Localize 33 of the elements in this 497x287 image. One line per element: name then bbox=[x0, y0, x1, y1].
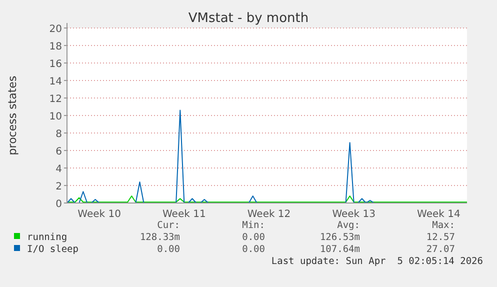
text: 12.57 bbox=[426, 232, 455, 243]
y-axis-title: process states bbox=[6, 76, 19, 156]
legend-label: I/O sleep bbox=[27, 244, 79, 255]
text: 126.53m bbox=[320, 232, 360, 243]
x-tick-label: Week 10 bbox=[78, 209, 121, 220]
y-tick-label: 20 bbox=[49, 24, 62, 35]
text: 0.00 bbox=[242, 244, 266, 255]
y-tick-label: 6 bbox=[56, 146, 62, 158]
y-tick-label: 10 bbox=[49, 112, 62, 122]
text: 107.64m bbox=[320, 244, 360, 255]
x-tick-label: Week 12 bbox=[247, 209, 291, 220]
text: Min: bbox=[242, 220, 265, 231]
y-tick-label: 4 bbox=[56, 164, 62, 175]
text: Cur: bbox=[157, 220, 180, 231]
text: Last update: Sun Apr 5 02:05:14 2026 bbox=[271, 256, 484, 267]
text: 0.00 bbox=[157, 244, 180, 255]
y-tick-label: 12 bbox=[49, 94, 62, 105]
y-tick-label: 8 bbox=[56, 129, 62, 140]
y-tick-label: 14 bbox=[49, 76, 62, 88]
text: 27.07 bbox=[426, 244, 455, 255]
text: Avg: bbox=[337, 220, 360, 231]
legend-label: running bbox=[27, 232, 68, 243]
x-tick-label: Week 14 bbox=[417, 209, 460, 220]
chart-title: VMstat - by month bbox=[188, 11, 309, 26]
x-tick-label: Week 11 bbox=[162, 209, 206, 220]
text: Max: bbox=[432, 220, 455, 231]
y-tick-label: 2 bbox=[56, 182, 62, 192]
text: 0.00 bbox=[242, 232, 266, 243]
y-tick-label: 16 bbox=[49, 59, 62, 70]
y-tick-label: 18 bbox=[49, 42, 62, 52]
y-tick-label: 0 bbox=[56, 199, 62, 210]
text: 128.33m bbox=[140, 232, 180, 243]
x-tick-label: Week 13 bbox=[332, 209, 376, 220]
